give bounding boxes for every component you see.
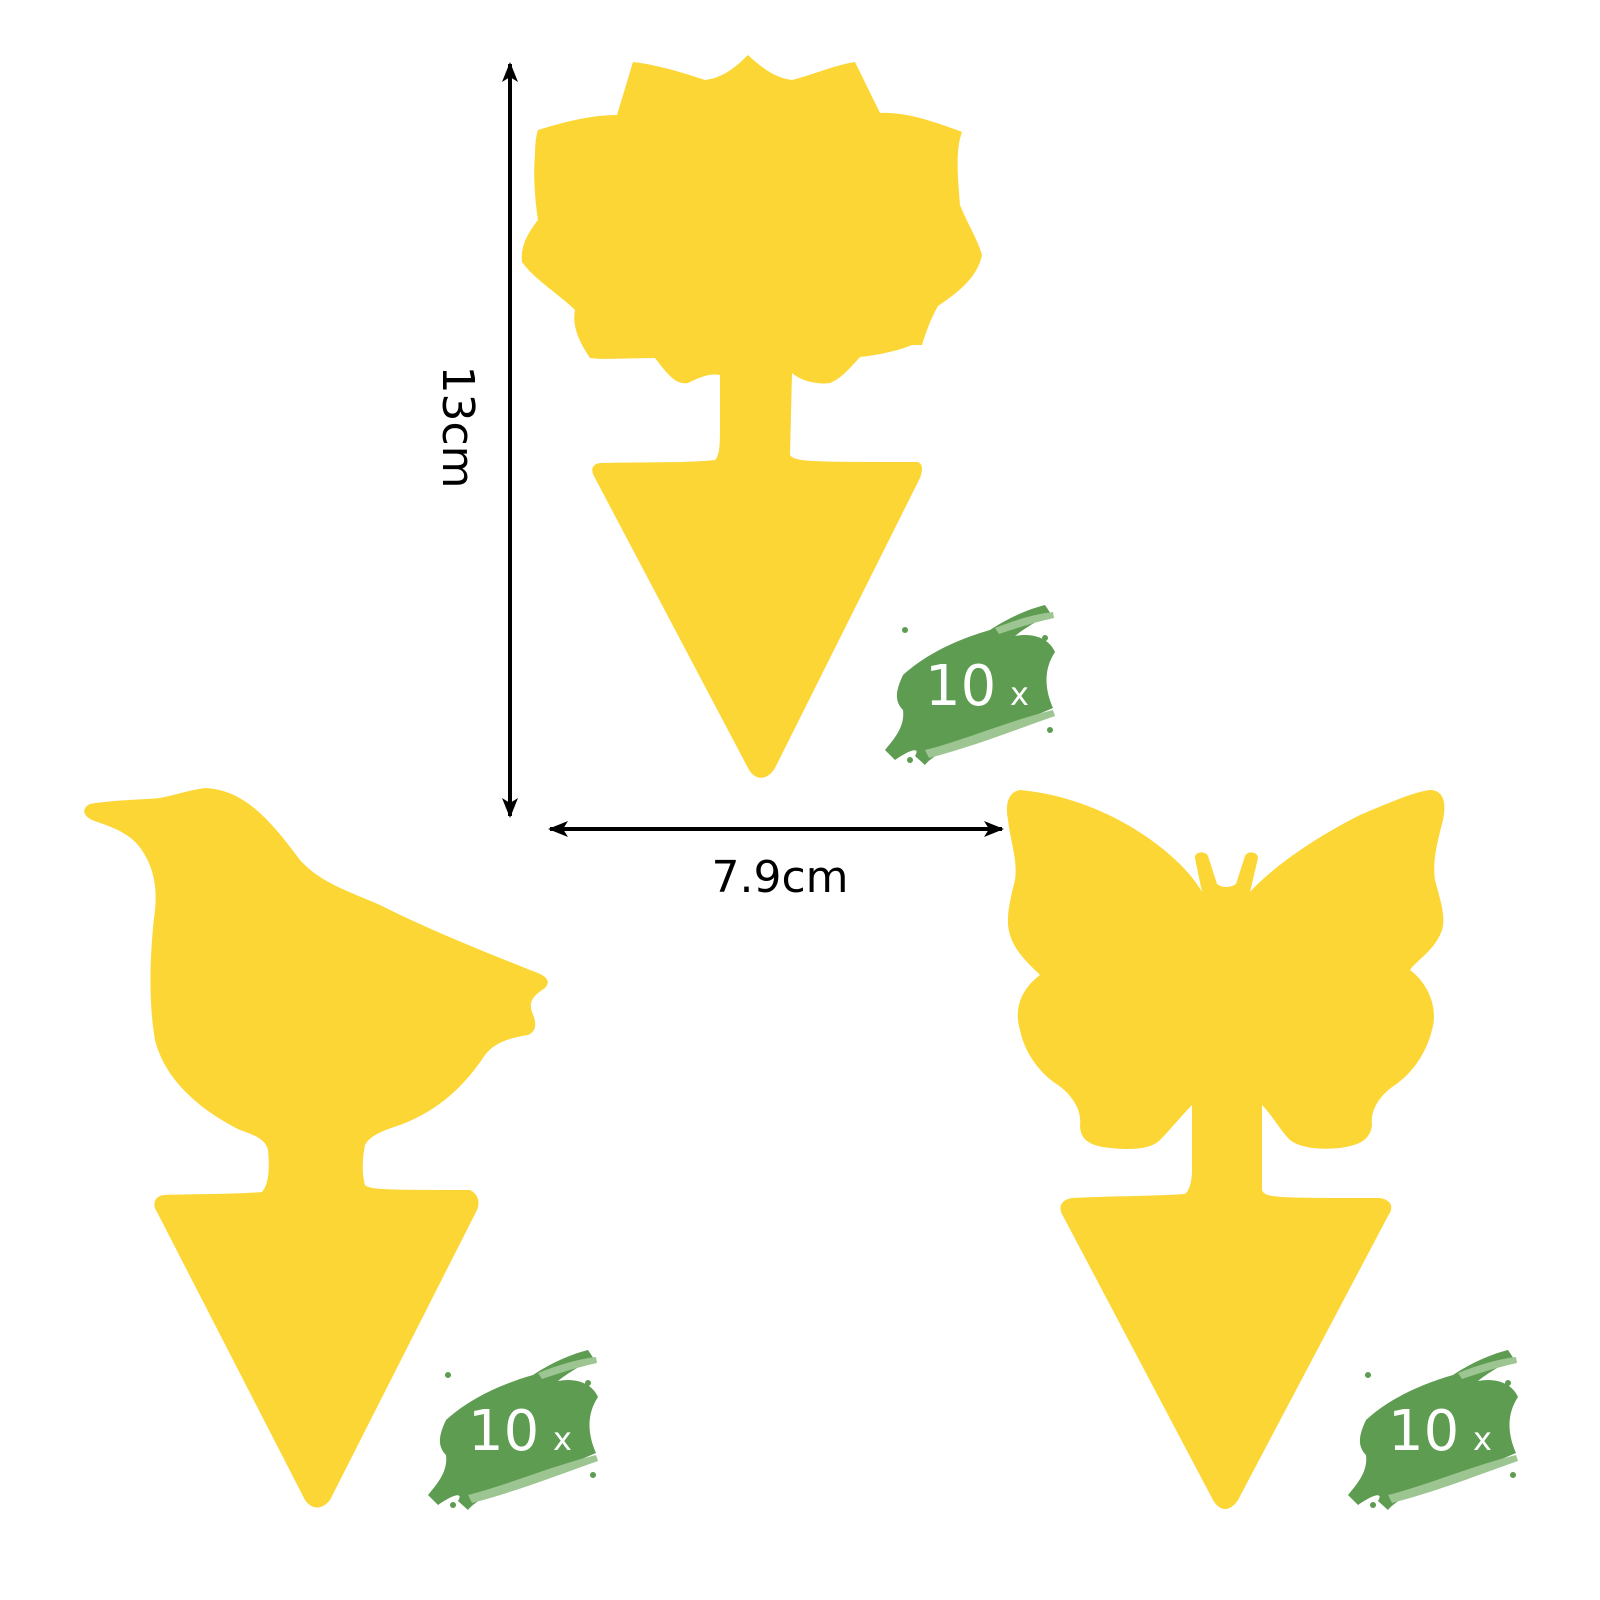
bird-trap-shape — [84, 788, 548, 1508]
badge-count: 10 — [1388, 1399, 1459, 1464]
bird-trap — [84, 788, 548, 1508]
flower-trap — [521, 55, 982, 778]
bird-quantity-badge: 10 x — [428, 1350, 598, 1510]
width-dimension: 7.9cm — [548, 821, 1004, 903]
butterfly-trap-shape — [1006, 790, 1445, 1509]
flower-trap-shape — [521, 55, 982, 778]
badge-unit: x — [1473, 1420, 1492, 1458]
badge-count: 10 — [468, 1399, 539, 1464]
badge-unit: x — [553, 1420, 572, 1458]
badge-unit: x — [1010, 675, 1029, 713]
butterfly-trap — [1006, 790, 1445, 1509]
butterfly-quantity-badge: 10 x — [1348, 1350, 1518, 1510]
height-label: 13cm — [432, 365, 483, 488]
height-dimension: 13cm — [432, 62, 518, 818]
flower-quantity-badge: 10 x — [885, 605, 1055, 765]
badge-count: 10 — [925, 654, 996, 719]
width-label: 7.9cm — [711, 852, 848, 903]
